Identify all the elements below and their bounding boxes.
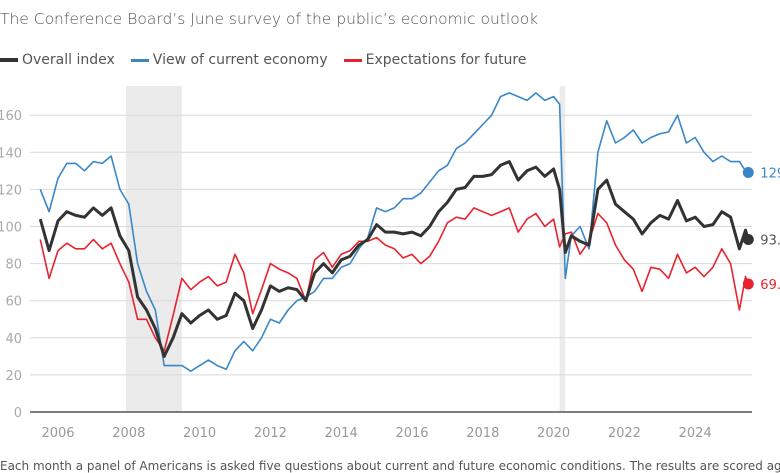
y-tick-label: 160 bbox=[0, 109, 22, 124]
series-line-0 bbox=[38, 160, 750, 358]
chart-title: The Conference Board’s June survey of th… bbox=[0, 10, 539, 28]
y-tick-label: 0 bbox=[14, 406, 22, 421]
y-tick-label: 80 bbox=[5, 258, 22, 273]
legend-item-expectations: Expectations for future bbox=[343, 52, 527, 68]
legend-swatch bbox=[130, 58, 149, 62]
x-tick-label: 2020 bbox=[537, 426, 570, 441]
x-tick-label: 2018 bbox=[466, 426, 499, 441]
x-tick-label: 2022 bbox=[608, 426, 641, 441]
series-end-marker bbox=[742, 278, 754, 290]
y-tick-label: 40 bbox=[5, 332, 22, 347]
legend-swatch bbox=[0, 58, 18, 62]
recession-shade bbox=[125, 86, 182, 412]
x-tick-label: 2010 bbox=[183, 426, 216, 441]
x-tick-label: 2012 bbox=[254, 426, 287, 441]
x-tick-label: 2008 bbox=[112, 426, 145, 441]
series-end-marker bbox=[742, 233, 754, 245]
x-tick-label: 2014 bbox=[325, 426, 358, 441]
legend-label: View of current economy bbox=[152, 52, 328, 68]
legend-label: Expectations for future bbox=[365, 52, 527, 68]
x-tick-label: 2016 bbox=[395, 426, 428, 441]
legend-item-overall: Overall index bbox=[0, 52, 115, 68]
legend-item-current: View of current economy bbox=[130, 52, 328, 68]
x-tick-label: 2024 bbox=[679, 426, 712, 441]
legend-swatch bbox=[343, 58, 362, 62]
y-tick-label: 20 bbox=[5, 369, 22, 384]
recession-shade bbox=[559, 86, 566, 412]
series-end-label: 129.1 bbox=[760, 167, 780, 182]
y-tick-label: 140 bbox=[0, 146, 22, 161]
series-end-label: 69.0 bbox=[760, 278, 780, 293]
legend: Overall index View of current economy Ex… bbox=[0, 52, 527, 68]
y-tick-label: 100 bbox=[0, 221, 22, 236]
footnote: Each month a panel of Americans is asked… bbox=[0, 459, 780, 473]
legend-label: Overall index bbox=[22, 52, 115, 68]
y-tick-label: 120 bbox=[0, 183, 22, 198]
x-tick-label: 2006 bbox=[41, 426, 74, 441]
y-tick-label: 60 bbox=[5, 295, 22, 310]
series-end-label: 93.0 bbox=[760, 233, 780, 248]
series-end-marker bbox=[742, 167, 754, 179]
